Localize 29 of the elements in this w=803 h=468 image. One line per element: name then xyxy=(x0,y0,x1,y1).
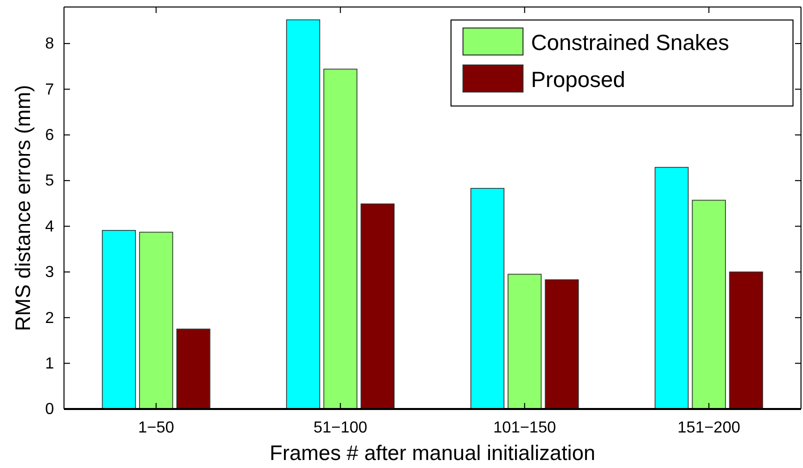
x-tick-label: 151−200 xyxy=(678,419,740,436)
bar xyxy=(102,230,136,410)
bar xyxy=(323,68,358,410)
bar xyxy=(286,19,320,410)
y-tick-label: 1 xyxy=(45,355,54,372)
y-tick-label: 5 xyxy=(45,172,54,190)
y-tick-label: 8 xyxy=(45,36,54,53)
legend-label: Constrained Snakes xyxy=(531,30,730,55)
x-tick-label: 1−50 xyxy=(138,419,174,436)
y-axis-title: RMS distance errors (mm) xyxy=(12,84,35,332)
y-tick-label: 2 xyxy=(45,310,54,327)
x-tick-label: 101−150 xyxy=(493,419,556,436)
x-axis-title: Frames # after manual initialization xyxy=(270,442,596,465)
bar xyxy=(360,203,395,410)
y-tick-label: 4 xyxy=(45,218,54,236)
bar xyxy=(544,279,579,410)
bar xyxy=(508,274,542,410)
bar xyxy=(692,200,726,410)
y-tick-label: 6 xyxy=(45,127,54,144)
y-tick-label: 0 xyxy=(45,401,54,418)
bar xyxy=(176,328,210,410)
legend-label: Proposed xyxy=(531,67,626,92)
x-tick-label: 51−100 xyxy=(313,419,368,436)
y-tick-label: 7 xyxy=(45,81,54,98)
bar xyxy=(470,188,504,410)
bar xyxy=(729,272,764,410)
bar xyxy=(139,232,174,410)
y-tick-label: 3 xyxy=(45,264,54,282)
bar xyxy=(654,166,689,410)
